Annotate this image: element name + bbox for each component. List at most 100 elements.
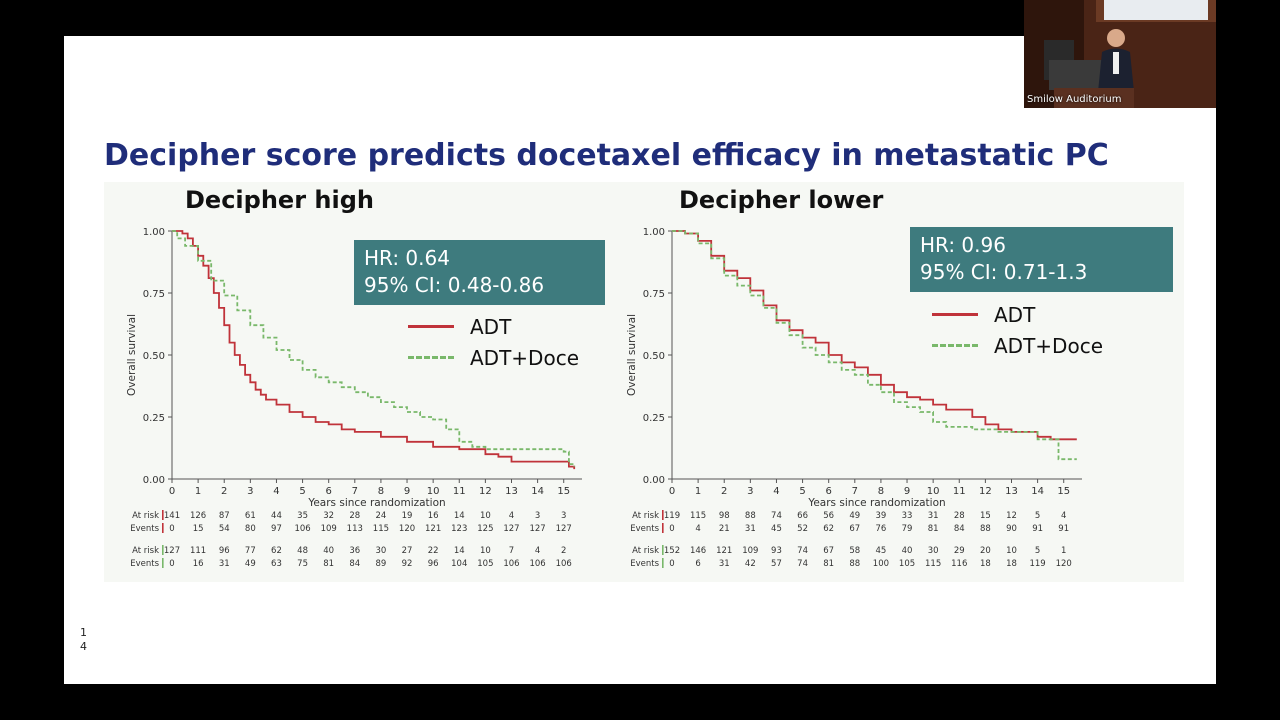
- x-tick-label: 14: [1031, 486, 1044, 497]
- legend-label-adt-doce: ADT+Doce: [470, 345, 579, 370]
- risk-table-cell: 115: [373, 524, 389, 534]
- y-tick-label: 0.75: [143, 289, 165, 300]
- risk-table-cell: 48: [297, 546, 308, 556]
- risk-table-cell: 57: [771, 559, 782, 569]
- risk-table-cell: 31: [928, 511, 939, 521]
- ci-value-high: 95% CI: 0.48-0.86: [364, 273, 545, 297]
- x-tick-label: 2: [721, 486, 727, 497]
- risk-table-cell: 5: [1035, 511, 1040, 521]
- risk-table-cell: 4: [509, 511, 514, 521]
- x-tick-label: 3: [747, 486, 753, 497]
- risk-table-row-label: At risk: [132, 511, 159, 521]
- risk-table-cell: 3: [561, 511, 566, 521]
- risk-table-cell: 62: [823, 524, 834, 534]
- x-tick-label: 11: [953, 486, 966, 497]
- risk-table-cell: 67: [823, 546, 834, 556]
- x-tick-label: 8: [378, 486, 384, 497]
- legend-item-adt-doce: ADT+Doce: [932, 330, 1103, 361]
- risk-table-cell: 4: [535, 546, 540, 556]
- risk-table-cell: 33: [902, 511, 913, 521]
- x-tick-label: 1: [195, 486, 201, 497]
- x-tick-label: 5: [299, 486, 305, 497]
- risk-table-cell: 22: [428, 546, 439, 556]
- risk-table-marker: [162, 545, 164, 555]
- risk-table-cell: 7: [509, 546, 514, 556]
- risk-table-cell: 111: [190, 546, 206, 556]
- risk-table-cell: 30: [928, 546, 939, 556]
- x-tick-label: 0: [669, 486, 675, 497]
- risk-table-cell: 56: [823, 511, 834, 521]
- risk-table-row-label: At risk: [132, 546, 159, 556]
- risk-table-cell: 30: [376, 546, 387, 556]
- legend-item-adt-doce: ADT+Doce: [408, 342, 579, 373]
- x-tick-label: 8: [878, 486, 884, 497]
- risk-table-cell: 74: [797, 546, 808, 556]
- risk-table-cell: 77: [245, 546, 256, 556]
- risk-table-cell: 4: [1061, 511, 1066, 521]
- x-tick-label: 10: [927, 486, 940, 497]
- risk-table-cell: 119: [664, 511, 680, 521]
- hr-box-high: HR: 0.64 95% CI: 0.48-0.86: [354, 240, 605, 305]
- risk-table-cell: 127: [529, 524, 545, 534]
- risk-table-cell: 92: [402, 559, 413, 569]
- risk-table-cell: 49: [245, 559, 256, 569]
- risk-table-cell: 105: [477, 559, 493, 569]
- risk-table-cell: 1: [1061, 546, 1066, 556]
- risk-table-row-label: Events: [630, 559, 659, 569]
- risk-table-cell: 100: [873, 559, 889, 569]
- risk-table-cell: 152: [664, 546, 680, 556]
- risk-table-cell: 88: [849, 559, 860, 569]
- legend-item-adt: ADT: [932, 299, 1103, 330]
- risk-table-cell: 119: [1029, 559, 1045, 569]
- x-tick-label: 15: [557, 486, 570, 497]
- risk-table-cell: 115: [925, 559, 941, 569]
- series-line-adt-doce: [672, 230, 1077, 461]
- x-tick-label: 15: [1057, 486, 1070, 497]
- risk-table-cell: 127: [164, 546, 180, 556]
- risk-table-cell: 15: [980, 511, 991, 521]
- risk-table-cell: 31: [219, 559, 230, 569]
- x-tick-label: 6: [326, 486, 332, 497]
- risk-table-cell: 6: [695, 559, 700, 569]
- risk-table-cell: 88: [745, 511, 756, 521]
- risk-table-cell: 116: [951, 559, 967, 569]
- risk-table-cell: 104: [451, 559, 467, 569]
- x-tick-label: 1: [695, 486, 701, 497]
- risk-table-cell: 40: [323, 546, 334, 556]
- slide-title: Decipher score predicts docetaxel effica…: [104, 138, 1109, 173]
- risk-table-cell: 74: [797, 559, 808, 569]
- y-tick-label: 0.00: [143, 475, 165, 486]
- legend-swatch-dashed: [932, 344, 978, 347]
- x-tick-label: 4: [773, 486, 779, 497]
- series-line-adt: [172, 230, 576, 470]
- x-tick-label: 14: [531, 486, 544, 497]
- y-tick-label: 0.50: [143, 351, 165, 362]
- risk-table-cell: 74: [771, 511, 782, 521]
- risk-table-marker: [662, 523, 664, 533]
- y-tick-label: 0.50: [643, 351, 665, 362]
- risk-table-cell: 15: [193, 524, 204, 534]
- risk-table-cell: 84: [954, 524, 965, 534]
- risk-table-cell: 67: [849, 524, 860, 534]
- webcam-overlay: Smilow Auditorium: [1024, 0, 1216, 108]
- page-number-digit: 4: [80, 640, 87, 653]
- risk-table-cell: 84: [349, 559, 360, 569]
- risk-table-cell: 31: [719, 559, 730, 569]
- y-axis-label: Overall survival: [626, 314, 638, 396]
- risk-table-cell: 89: [376, 559, 387, 569]
- x-tick-label: 9: [404, 486, 410, 497]
- slide: Decipher score predicts docetaxel effica…: [64, 36, 1216, 684]
- x-axis-label: Years since randomization: [307, 497, 445, 509]
- y-tick-label: 0.25: [143, 413, 165, 424]
- hr-value-lower: HR: 0.96: [920, 233, 1006, 257]
- risk-table-cell: 141: [164, 511, 180, 521]
- risk-table-cell: 0: [669, 559, 674, 569]
- x-tick-label: 0: [169, 486, 175, 497]
- risk-table-cell: 24: [376, 511, 387, 521]
- risk-table-marker: [162, 558, 164, 568]
- risk-table-cell: 0: [169, 524, 174, 534]
- series-line-adt-doce: [172, 230, 576, 467]
- risk-table-cell: 21: [719, 524, 730, 534]
- risk-table-cell: 127: [503, 524, 519, 534]
- risk-table-cell: 16: [193, 559, 204, 569]
